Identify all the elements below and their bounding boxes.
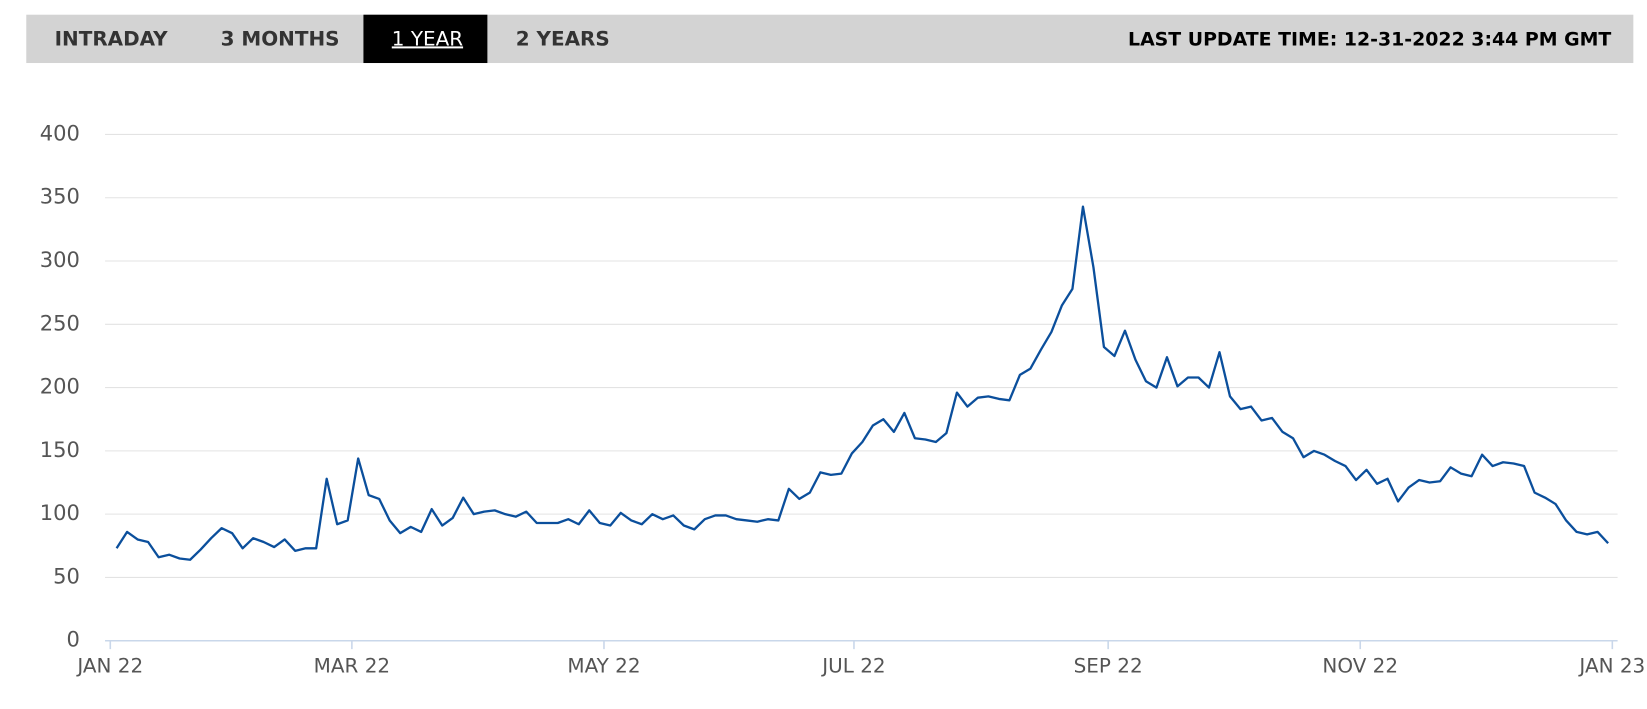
x-tick-label: MAR 22 bbox=[314, 653, 390, 677]
tab-active[interactable]: 1 YEAR bbox=[392, 26, 463, 50]
y-tick-label: 50 bbox=[53, 564, 80, 588]
x-tick-label: NOV 22 bbox=[1322, 653, 1398, 677]
tab[interactable]: 2 YEARS bbox=[516, 26, 610, 50]
tab[interactable]: 3 MONTHS bbox=[221, 26, 340, 50]
y-tick-label: 400 bbox=[40, 121, 80, 145]
tab-bar bbox=[26, 14, 1634, 64]
y-tick-label: 0 bbox=[66, 628, 79, 652]
price-line bbox=[115, 205, 1609, 561]
y-tick-label: 300 bbox=[40, 248, 80, 272]
y-tick-label: 150 bbox=[40, 438, 80, 462]
active-tab-bg bbox=[363, 14, 488, 64]
x-tick-label: SEP 22 bbox=[1074, 653, 1143, 677]
y-tick-label: 200 bbox=[40, 375, 80, 399]
y-tick-label: 100 bbox=[40, 501, 80, 525]
y-tick-label: 350 bbox=[40, 185, 80, 209]
x-tick-label: JAN 22 bbox=[75, 653, 143, 677]
x-tick-label: JUL 22 bbox=[820, 653, 885, 677]
last-update: LAST UPDATE TIME: 12-31-2022 3:44 PM GMT bbox=[1128, 28, 1611, 50]
x-tick-label: MAY 22 bbox=[567, 653, 640, 677]
tab[interactable]: INTRADAY bbox=[55, 26, 169, 50]
x-tick-label: JAN 23 bbox=[1577, 653, 1645, 677]
chart: 0 50 100 150 200 250 300 350 400 JAN 22 MAR 22 MAY … bbox=[40, 121, 1645, 677]
y-tick-label: 250 bbox=[40, 311, 80, 335]
